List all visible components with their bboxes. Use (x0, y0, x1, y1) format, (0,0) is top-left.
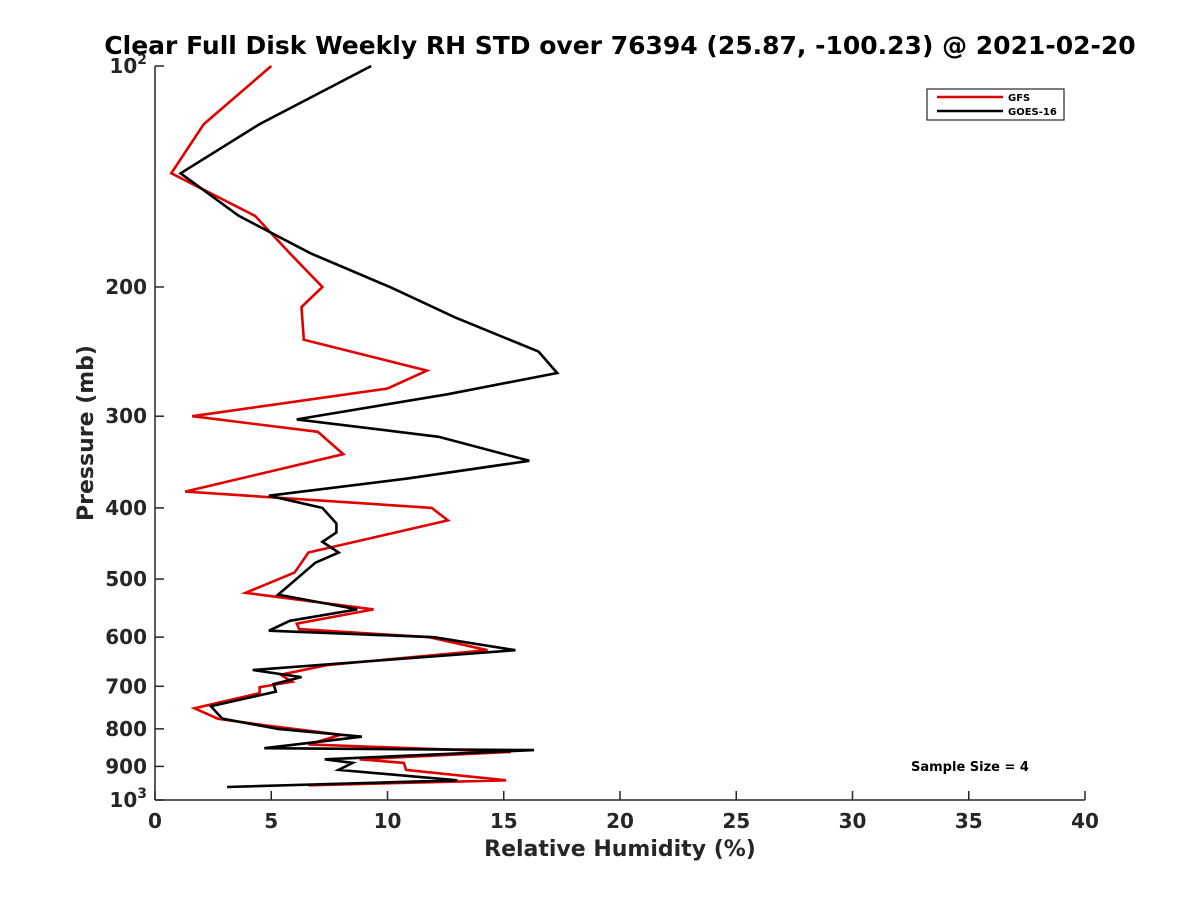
x-tick-label: 5 (264, 809, 278, 833)
y-ticks: 102 200 300 400 500 600 700 800 900 103 (105, 52, 164, 812)
legend: GFS GOES-16 (926, 88, 1065, 121)
y-tick-label: 102 (109, 52, 147, 78)
legend-label-goes-16: GOES-16 (1008, 107, 1057, 118)
y-tick-label: 700 (105, 674, 147, 698)
x-tick-label: 25 (722, 809, 750, 833)
x-tick-label: 30 (839, 809, 867, 833)
y-tick-label: 600 (105, 625, 147, 649)
y-axis-label: Pressure (mb) (74, 345, 99, 521)
y-tick-label: 400 (105, 496, 147, 520)
sample-size-annotation: Sample Size = 4 (911, 760, 1029, 775)
y-tick-label: 800 (105, 717, 147, 741)
legend-box (926, 88, 1065, 121)
x-tick-label: 35 (955, 809, 983, 833)
x-ticks: 0 5 10 15 20 25 30 35 40 (148, 791, 1099, 833)
y-tick-label: 500 (105, 567, 147, 591)
chart-title: Clear Full Disk Weekly RH STD over 76394… (104, 31, 1135, 60)
x-tick-label: 20 (606, 809, 634, 833)
x-tick-label: 0 (148, 809, 162, 833)
legend-label-gfs: GFS (1008, 93, 1030, 104)
series-layer (169, 64, 560, 789)
series-line-gfs (169, 65, 511, 787)
x-tick-label: 40 (1071, 809, 1099, 833)
y-tick-label: 103 (109, 786, 147, 812)
x-tick-label: 10 (374, 809, 402, 833)
x-axis-label: Relative Humidity (%) (484, 837, 756, 862)
series-line-goes-16 (178, 64, 560, 789)
y-tick-label: 900 (105, 754, 147, 778)
x-tick-label: 15 (490, 809, 518, 833)
y-tick-label: 300 (105, 404, 147, 428)
y-tick-label: 200 (105, 275, 147, 299)
